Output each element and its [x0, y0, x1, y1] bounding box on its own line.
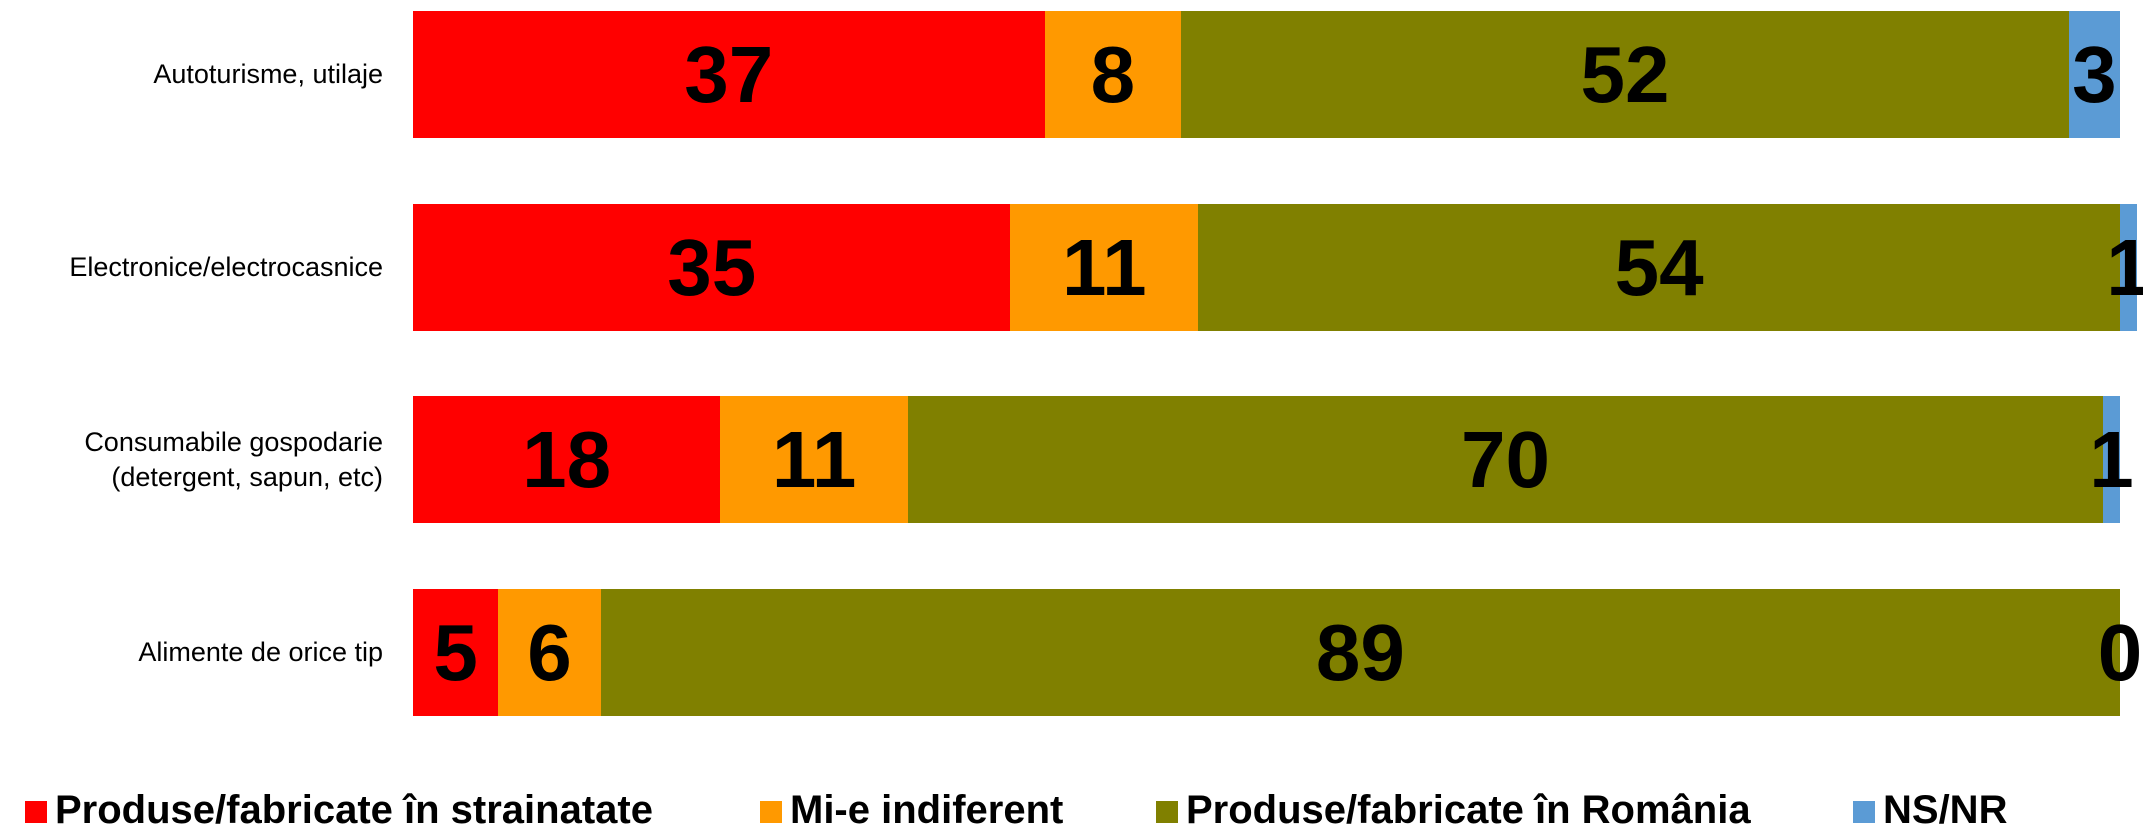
value-label: 54	[1614, 222, 1704, 312]
bar-segment	[2120, 204, 2138, 331]
value-label: 0	[2097, 607, 2143, 697]
legend-label: Produse/fabricate în România	[1186, 788, 1751, 829]
bar-segment	[908, 396, 2103, 523]
value-label: 1	[2089, 414, 2134, 504]
value-label: 70	[1460, 414, 1550, 504]
legend-marker	[1156, 801, 1178, 823]
bar-segment	[1181, 11, 2069, 138]
legend-marker	[760, 801, 782, 823]
bar-segment	[1044, 11, 1182, 138]
value-label: 1	[2106, 222, 2143, 312]
value-label: 3	[2072, 29, 2117, 119]
category-label: Alimente de orice tip	[138, 637, 383, 667]
value-label: 11	[1062, 222, 1147, 312]
value-label: 35	[667, 222, 757, 312]
legend-marker	[25, 801, 47, 823]
value-label: 5	[433, 607, 478, 697]
value-label: 18	[522, 414, 612, 504]
legend-marker	[1853, 801, 1875, 823]
bar-segment	[413, 11, 1045, 138]
bar-segment	[1198, 204, 2120, 331]
bar-segment	[413, 396, 721, 523]
bar-segment	[413, 589, 499, 716]
legend-label: Produse/fabricate în strainatate	[55, 788, 653, 829]
category-label: Autoturisme, utilaje	[153, 59, 383, 89]
value-label: 37	[684, 29, 774, 119]
legend-label: Mi-e indiferent	[790, 788, 1064, 829]
bar-segment	[2102, 396, 2120, 523]
bar-segment	[498, 589, 601, 716]
bar-segment	[720, 396, 909, 523]
bar-segment	[1010, 204, 1199, 331]
category-label: Consumabile gospodarie (detergent, sapun…	[84, 426, 383, 492]
category-label: Electronice/electrocasnice	[69, 252, 383, 282]
value-label: 89	[1315, 607, 1405, 697]
value-label: 11	[771, 414, 857, 504]
value-label: 8	[1090, 29, 1136, 119]
value-label: 6	[527, 607, 572, 697]
bar-segment	[413, 204, 1011, 331]
bar-segment	[2068, 11, 2120, 138]
bar-segment	[600, 589, 2120, 716]
legend-label: NS/NR	[1883, 788, 2008, 829]
value-label: 52	[1580, 29, 1670, 119]
